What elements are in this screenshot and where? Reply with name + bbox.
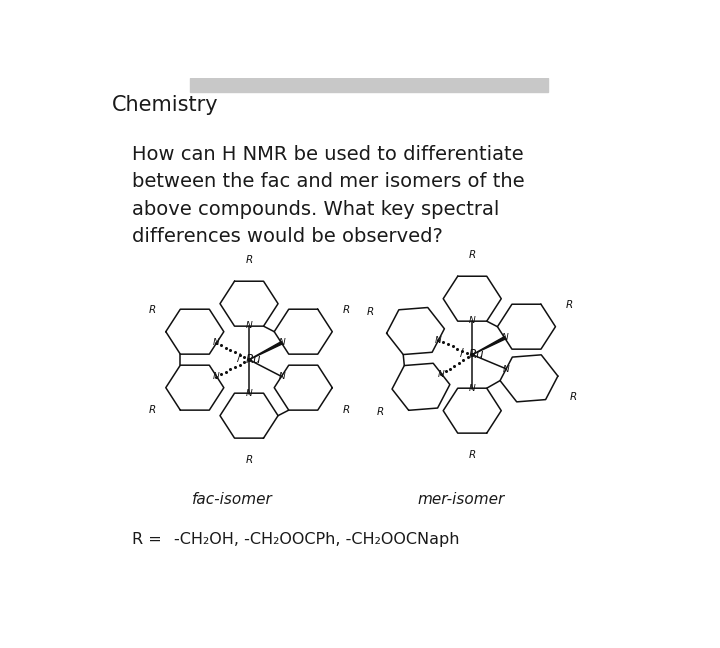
Text: R: R (148, 405, 156, 415)
Text: N: N (503, 365, 510, 373)
Text: R: R (148, 305, 156, 315)
Text: /: / (460, 348, 464, 358)
Polygon shape (249, 341, 282, 360)
Text: mer-isomer: mer-isomer (418, 492, 505, 507)
Text: N: N (213, 338, 220, 347)
Text: R: R (342, 405, 350, 415)
Text: R: R (246, 255, 253, 264)
Text: N: N (438, 369, 444, 378)
Text: R: R (377, 407, 384, 417)
Text: N: N (246, 321, 253, 330)
Text: How can H NMR be used to differentiate
between the fac and mer isomers of the
ab: How can H NMR be used to differentiate b… (132, 145, 524, 246)
Text: N: N (469, 384, 476, 393)
Text: N: N (213, 372, 220, 381)
Text: R: R (565, 299, 573, 310)
Text: Ru: Ru (246, 353, 261, 366)
Text: Chemistry: Chemistry (112, 95, 219, 115)
Text: R: R (469, 450, 476, 460)
Text: N: N (469, 316, 476, 325)
Text: R =: R = (132, 532, 161, 547)
Text: R: R (469, 249, 476, 260)
Text: R: R (342, 305, 350, 315)
Text: /: / (237, 353, 241, 363)
Text: N: N (279, 372, 285, 381)
Text: -CH₂OH, -CH₂OOCPh, -CH₂OOCNaph: -CH₂OH, -CH₂OOCPh, -CH₂OOCNaph (174, 532, 459, 547)
Bar (190, 78, 548, 92)
Text: R: R (570, 392, 577, 402)
Text: N: N (246, 389, 253, 398)
Text: fac-isomer: fac-isomer (192, 492, 273, 507)
Text: N: N (279, 338, 285, 347)
Text: R: R (367, 307, 374, 318)
Text: Ru: Ru (469, 348, 485, 361)
Text: N: N (502, 333, 508, 342)
Text: R: R (246, 455, 253, 465)
Polygon shape (472, 337, 505, 354)
Text: N: N (434, 336, 441, 345)
